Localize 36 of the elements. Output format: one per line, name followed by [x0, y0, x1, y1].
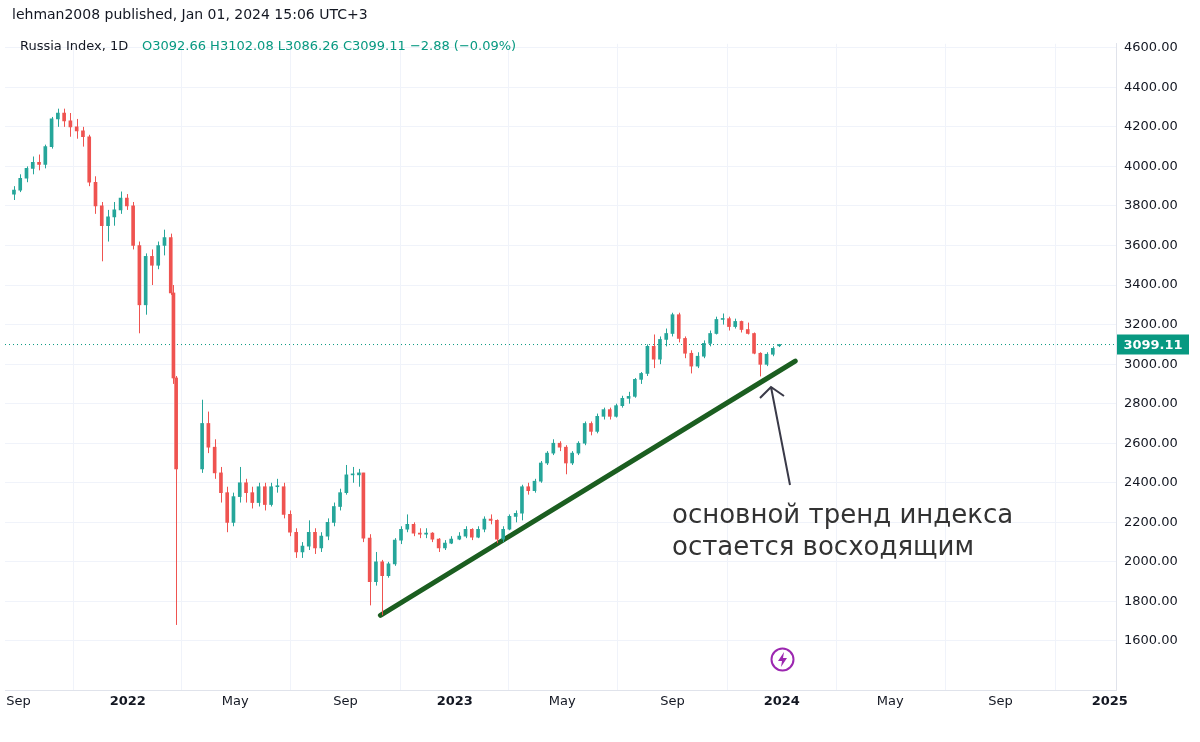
annotation: O3092.66 H3102.08 L3086.26 C3099.11 −2.88 (−0.09%)	[142, 38, 517, 53]
x-tick-label: Sep	[988, 692, 1013, 708]
x-tick-label: Sep	[6, 692, 31, 708]
y-tick-label: 4000.00	[1124, 157, 1178, 173]
y-tick-label: 1800.00	[1124, 592, 1178, 608]
x-tick-label: 2025	[1091, 692, 1128, 708]
x-tick-label: May	[876, 692, 904, 708]
chart-title: lehman2008 published, Jan 01, 2024 15:06 UTC+3	[12, 6, 368, 22]
candlestick	[720, 313, 725, 326]
y-tick-label: 4600.00	[1124, 39, 1178, 55]
chart-subtitle: Russia Index, 1D	[20, 38, 129, 53]
x-tick-label: 2022	[109, 692, 146, 708]
y-tick-label: 4400.00	[1124, 78, 1178, 94]
y-tick-label: 2200.00	[1124, 513, 1178, 529]
x-tick-label: May	[548, 692, 577, 708]
y-tick-label: 2600.00	[1124, 434, 1178, 450]
annotation: основной тренд индекса остается восходящим	[672, 498, 1014, 562]
x-tick-label: Sep	[660, 692, 685, 708]
y-tick-label: 3800.00	[1124, 197, 1178, 213]
y-tick-label: 3400.00	[1124, 276, 1178, 292]
y-tick-label: 3000.00	[1124, 355, 1178, 371]
y-tick-label: 2800.00	[1124, 395, 1178, 411]
candlestick	[418, 527, 422, 539]
y-tick-label: 2000.00	[1124, 553, 1178, 569]
x-tick-label: Sep	[333, 692, 358, 708]
candlestick	[37, 154, 41, 171]
y-tick-label: 2400.00	[1124, 474, 1178, 490]
y-tick-label: 1600.00	[1124, 632, 1178, 648]
y-tick-label: 4200.00	[1124, 118, 1178, 134]
ref-line-label: 3099.11	[1123, 336, 1183, 352]
x-tick-label: 2024	[763, 692, 800, 708]
x-tick-label: 2023	[436, 692, 473, 708]
candlestick	[424, 527, 428, 539]
y-tick-label: 3600.00	[1124, 236, 1178, 252]
y-tick-label: 3200.00	[1124, 315, 1178, 331]
x-tick-label: May	[221, 692, 249, 708]
